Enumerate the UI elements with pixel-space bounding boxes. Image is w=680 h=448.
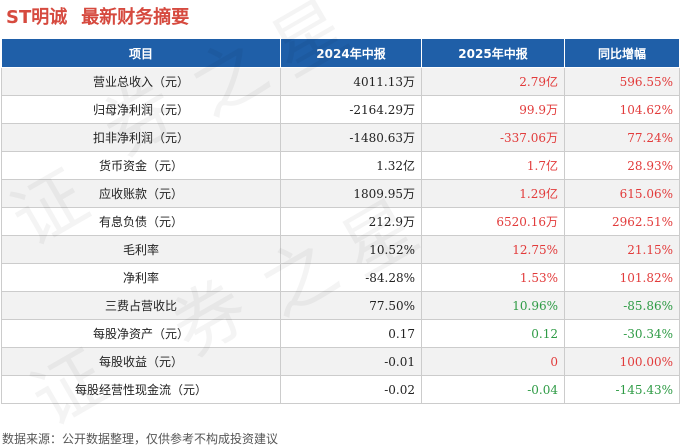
- value-2025: 10.96%: [421, 291, 565, 320]
- column-header-2025: 2025年中报: [421, 38, 565, 68]
- value-2024: -1480.63万: [280, 123, 422, 152]
- table-row: 毛利率 10.52% 12.75% 21.15%: [1, 235, 680, 264]
- table-row: 三费占营收比 77.50% 10.96% -85.86%: [1, 291, 680, 320]
- table-header-row: 项目 2024年中报 2025年中报 同比增幅: [1, 38, 680, 68]
- row-item-label: 每股经营性现金流（元）: [1, 375, 281, 404]
- column-header-2024: 2024年中报: [280, 38, 422, 68]
- row-item-label: 货币资金（元）: [1, 151, 281, 180]
- value-2025: 1.29亿: [421, 179, 565, 208]
- title-bar: ST明诚 最新财务摘要: [0, 0, 680, 32]
- row-item-label: 营业总收入（元）: [1, 67, 281, 96]
- value-yoy: 21.15%: [564, 235, 680, 264]
- value-yoy: 77.24%: [564, 123, 680, 152]
- value-2024: 212.9万: [280, 207, 422, 236]
- row-item-label: 净利率: [1, 263, 281, 292]
- table-row: 归母净利润（元） -2164.29万 99.9万 104.62%: [1, 95, 680, 124]
- value-2025: 2.79亿: [421, 67, 565, 96]
- value-2024: -0.01: [280, 347, 422, 376]
- value-2024: -0.02: [280, 375, 422, 404]
- table-row: 应收账款（元） 1809.95万 1.29亿 615.06%: [1, 179, 680, 208]
- value-2025: -0.04: [421, 375, 565, 404]
- value-yoy: -145.43%: [564, 375, 680, 404]
- row-item-label: 应收账款（元）: [1, 179, 281, 208]
- table-row: 每股净资产（元） 0.17 0.12 -30.34%: [1, 319, 680, 348]
- row-item-label: 每股净资产（元）: [1, 319, 281, 348]
- row-item-label: 有息负债（元）: [1, 207, 281, 236]
- value-2025: -337.06万: [421, 123, 565, 152]
- value-2024: 77.50%: [280, 291, 422, 320]
- value-yoy: 596.55%: [564, 67, 680, 96]
- value-yoy: -85.86%: [564, 291, 680, 320]
- value-2025: 0: [421, 347, 565, 376]
- value-2024: 1809.95万: [280, 179, 422, 208]
- table-row: 货币资金（元） 1.32亿 1.7亿 28.93%: [1, 151, 680, 180]
- value-yoy: 100.00%: [564, 347, 680, 376]
- value-yoy: 104.62%: [564, 95, 680, 124]
- row-item-label: 归母净利润（元）: [1, 95, 281, 124]
- value-2025: 6520.16万: [421, 207, 565, 236]
- value-2025: 1.53%: [421, 263, 565, 292]
- value-2025: 12.75%: [421, 235, 565, 264]
- value-yoy: 101.82%: [564, 263, 680, 292]
- table-row: 每股经营性现金流（元） -0.02 -0.04 -145.43%: [1, 375, 680, 404]
- row-item-label: 扣非净利润（元）: [1, 123, 281, 152]
- value-2025: 1.7亿: [421, 151, 565, 180]
- row-item-label: 每股收益（元）: [1, 347, 281, 376]
- table-row: 营业总收入（元） 4011.13万 2.79亿 596.55%: [1, 67, 680, 96]
- value-2024: 10.52%: [280, 235, 422, 264]
- column-header-yoy: 同比增幅: [564, 38, 680, 68]
- value-yoy: 28.93%: [564, 151, 680, 180]
- row-item-label: 毛利率: [1, 235, 281, 264]
- table-row: 有息负债（元） 212.9万 6520.16万 2962.51%: [1, 207, 680, 236]
- value-2024: -2164.29万: [280, 95, 422, 124]
- column-header-item: 项目: [1, 38, 281, 68]
- table-row: 每股收益（元） -0.01 0 100.00%: [1, 347, 680, 376]
- value-yoy: 615.06%: [564, 179, 680, 208]
- value-2024: 1.32亿: [280, 151, 422, 180]
- table-row: 扣非净利润（元） -1480.63万 -337.06万 77.24%: [1, 123, 680, 152]
- value-2024: 4011.13万: [280, 67, 422, 96]
- value-2025: 99.9万: [421, 95, 565, 124]
- value-2024: -84.28%: [280, 263, 422, 292]
- page-title: 最新财务摘要: [81, 7, 190, 28]
- value-2024: 0.17: [280, 319, 422, 348]
- row-item-label: 三费占营收比: [1, 291, 281, 320]
- value-yoy: -30.34%: [564, 319, 680, 348]
- data-source-note: 数据来源：公开数据整理，仅供参考不构成投资建议: [2, 432, 279, 446]
- value-yoy: 2962.51%: [564, 207, 680, 236]
- financial-summary-table: 项目 2024年中报 2025年中报 同比增幅 营业总收入（元） 4011.13万…: [1, 38, 680, 404]
- value-2025: 0.12: [421, 319, 565, 348]
- company-name: ST明诚: [6, 7, 68, 28]
- table-row: 净利率 -84.28% 1.53% 101.82%: [1, 263, 680, 292]
